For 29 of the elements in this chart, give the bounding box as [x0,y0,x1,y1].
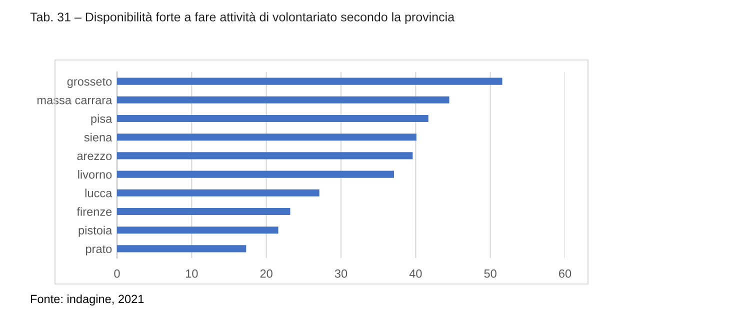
y-tick-label: livorno [78,170,112,179]
bar [117,152,413,160]
y-tick-label: pistoia [78,226,112,237]
x-tick-label: 10 [186,269,198,278]
x-tick-label: 20 [260,269,272,278]
x-tick-label: 50 [484,269,496,278]
y-tick-label: pisa [91,114,112,126]
bar [117,189,320,196]
x-tick-label: 60 [559,269,572,278]
bar [117,78,502,85]
bar [117,226,278,234]
y-tick-label: prato [86,245,112,256]
y-tick-label: arezzo [77,154,112,160]
source-note: Fonte: indagine, 2021 [30,294,144,306]
bar [117,170,394,178]
bar [117,245,246,252]
y-tick-label: grosseto [67,78,112,88]
y-tick-label: firenze [76,207,112,216]
x-tick-label: 30 [334,269,348,278]
y-tick-label: siena [84,132,112,142]
bar [117,208,290,216]
x-tick-label: 40 [409,269,422,278]
chart-title: Tab. 31 – Disponibilità forte a fare attività di volontariato secondo la provincia [30,12,455,24]
bar [117,96,450,104]
y-tick-label: massa carrara [37,98,112,104]
bar [117,114,428,122]
bar [117,134,416,141]
y-tick-label: lucca [85,188,112,198]
x-tick-label: 0 [114,269,120,278]
